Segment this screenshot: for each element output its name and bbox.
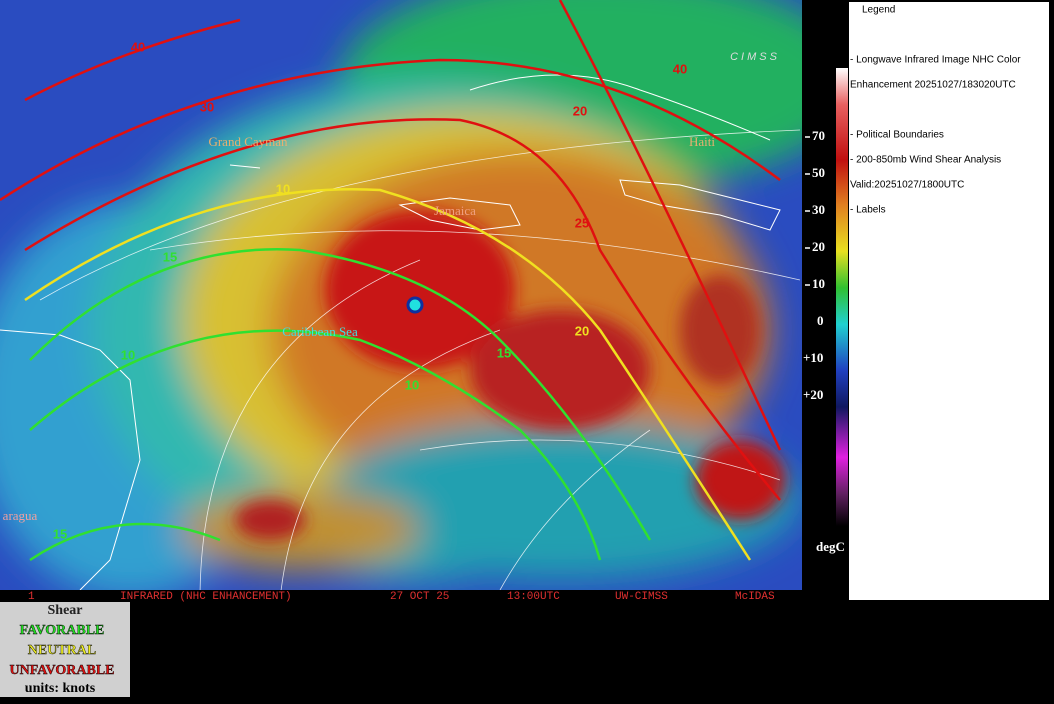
- footer-text: 13:00UTC: [507, 591, 560, 603]
- contour-label: 40: [131, 39, 145, 54]
- legend-item: - Labels: [850, 205, 886, 216]
- contour-label: 25: [575, 215, 589, 230]
- footer-text: 27 OCT 25: [390, 591, 449, 603]
- footer-bar: [0, 590, 802, 602]
- legend-item: Enhancement 20251027/183020UTC: [850, 80, 1016, 91]
- colorbar-label: +10: [803, 350, 823, 365]
- contour-label: 15: [163, 249, 177, 264]
- shear-item: NEUTRAL: [28, 643, 96, 658]
- place-label: Jamaica: [434, 203, 476, 218]
- legend-item: - 200-850mb Wind Shear Analysis: [850, 155, 1001, 166]
- legend-item: Valid:20251027/1800UTC: [850, 180, 964, 191]
- contour-label: 10: [405, 377, 419, 392]
- contour-label: 20: [573, 103, 587, 118]
- colorbar-label: 30: [812, 202, 825, 217]
- colorbar-label: 10: [812, 276, 825, 291]
- satellite-image: Grand Cayman Jamaica Haiti Caribbean Sea ara…: [0, 0, 802, 590]
- colorbar: [836, 68, 848, 526]
- shear-key: [0, 602, 130, 697]
- shear-units: units: knots: [25, 681, 96, 696]
- place-label: aragua: [3, 508, 38, 523]
- logo: CIMSS: [730, 51, 780, 63]
- colorbar-label: +20: [803, 387, 823, 402]
- colorbar-label: 70: [812, 128, 825, 143]
- shear-contours: [0, 0, 782, 562]
- contour-label: 15: [53, 526, 67, 541]
- contour-label: 10: [276, 181, 290, 196]
- contour-label: 10: [121, 347, 135, 362]
- colorbar-label: 20: [812, 239, 825, 254]
- contour-label: 40: [673, 61, 687, 76]
- shear-item: UNFAVORABLE: [10, 663, 115, 678]
- footer-text: INFRARED (NHC ENHANCEMENT): [120, 591, 292, 603]
- shear-item: FAVORABLE: [20, 623, 105, 638]
- contour-label: 20: [575, 323, 589, 338]
- legend-panel: [849, 2, 1049, 600]
- footer-text: 1: [28, 591, 35, 603]
- political-boundaries: [0, 74, 781, 590]
- colorbar-label: 50: [812, 165, 825, 180]
- legend-item: - Political Boundaries: [850, 130, 944, 141]
- shear-title: Shear: [48, 603, 83, 618]
- legend-item: - Longwave Infrared Image NHC Color: [850, 55, 1021, 66]
- legend-title: Legend: [862, 5, 895, 16]
- place-label: Caribbean Sea: [282, 324, 358, 339]
- footer-text: McIDAS: [735, 591, 775, 603]
- place-label: Haiti: [689, 134, 715, 149]
- colorbar-unit: degC: [816, 539, 845, 554]
- contour-label: 30: [200, 99, 214, 114]
- footer-text: UW-CIMSS: [615, 591, 668, 603]
- contour-label: 15: [497, 345, 511, 360]
- colorbar-label: 0: [817, 313, 824, 328]
- place-label: Grand Cayman: [208, 134, 288, 149]
